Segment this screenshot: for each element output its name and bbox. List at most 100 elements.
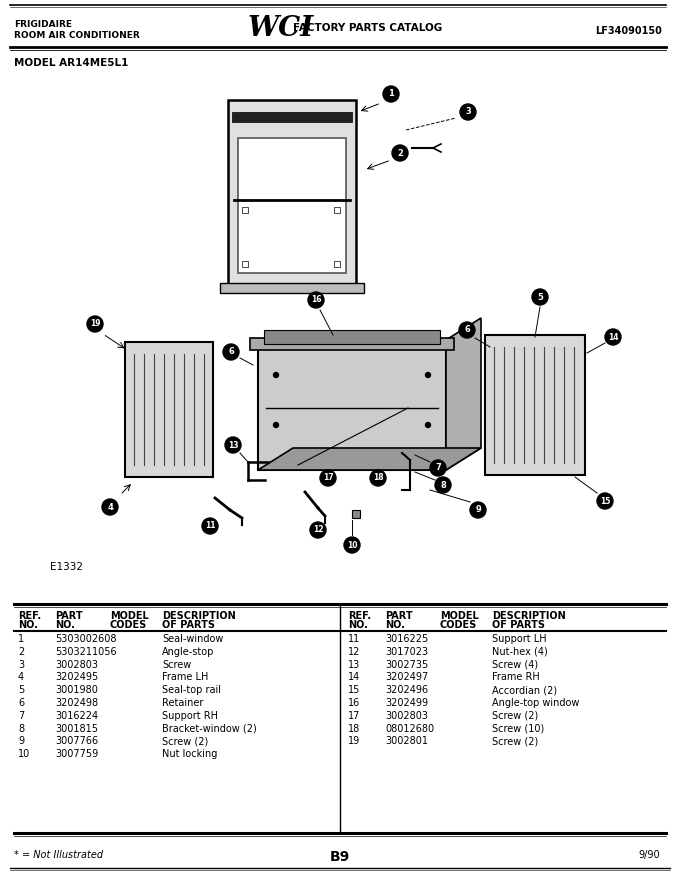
Text: NO.: NO. (55, 620, 75, 630)
Text: MODEL: MODEL (110, 611, 149, 621)
Text: Bracket-window (2): Bracket-window (2) (162, 723, 257, 734)
Text: 19: 19 (90, 319, 100, 328)
Text: 10: 10 (18, 749, 30, 759)
Text: 3016225: 3016225 (385, 634, 428, 644)
Text: 5303002608: 5303002608 (55, 634, 116, 644)
Circle shape (225, 437, 241, 453)
Circle shape (435, 477, 451, 493)
Text: CODES: CODES (110, 620, 148, 630)
Bar (334, 207, 340, 213)
Circle shape (460, 104, 476, 120)
Text: 3202498: 3202498 (55, 698, 98, 708)
Circle shape (392, 145, 408, 161)
Text: B9: B9 (330, 850, 350, 864)
Circle shape (532, 289, 548, 305)
Text: 4: 4 (18, 672, 24, 683)
Text: 7: 7 (18, 711, 24, 721)
Text: 11: 11 (205, 521, 216, 530)
Text: 4: 4 (107, 503, 113, 512)
Bar (228, 100, 356, 285)
Text: 18: 18 (373, 474, 384, 482)
Text: Screw (2): Screw (2) (492, 736, 539, 746)
Bar (242, 207, 248, 213)
Polygon shape (446, 318, 481, 470)
Text: PART: PART (385, 611, 413, 621)
Text: 6: 6 (464, 325, 470, 334)
Text: PART: PART (55, 611, 83, 621)
Circle shape (370, 470, 386, 486)
Text: 3202495: 3202495 (55, 672, 98, 683)
Text: 3: 3 (465, 108, 471, 116)
Text: Screw (10): Screw (10) (492, 723, 544, 734)
Text: WCI: WCI (248, 14, 314, 41)
Text: Frame RH: Frame RH (492, 672, 540, 683)
Circle shape (308, 292, 324, 308)
Text: 3002735: 3002735 (385, 660, 428, 669)
Circle shape (426, 422, 430, 428)
Text: 3202496: 3202496 (385, 685, 428, 695)
Text: 18: 18 (348, 723, 360, 734)
Circle shape (202, 518, 218, 534)
Bar (250, 338, 454, 350)
Bar (352, 510, 360, 518)
Text: Angle-stop: Angle-stop (162, 647, 214, 657)
Text: 6: 6 (18, 698, 24, 708)
Circle shape (102, 499, 118, 515)
Text: Screw: Screw (162, 660, 191, 669)
Text: Screw (2): Screw (2) (492, 711, 539, 721)
Text: 3001815: 3001815 (55, 723, 98, 734)
Text: 8: 8 (18, 723, 24, 734)
Text: 3017023: 3017023 (385, 647, 428, 657)
Circle shape (273, 422, 279, 428)
Text: Support LH: Support LH (492, 634, 547, 644)
Text: NO.: NO. (385, 620, 405, 630)
Text: 3002801: 3002801 (385, 736, 428, 746)
Text: 11: 11 (348, 634, 360, 644)
Text: 12: 12 (313, 526, 323, 534)
Circle shape (320, 470, 336, 486)
Text: 7: 7 (435, 464, 441, 473)
Text: 3002803: 3002803 (55, 660, 98, 669)
Text: Screw (4): Screw (4) (492, 660, 538, 669)
Text: Angle-top window: Angle-top window (492, 698, 579, 708)
Circle shape (87, 316, 103, 332)
Circle shape (597, 493, 613, 509)
Bar (220, 283, 364, 293)
Text: 8: 8 (440, 481, 446, 490)
Text: 3007766: 3007766 (55, 736, 98, 746)
Circle shape (605, 329, 621, 345)
Bar (258, 340, 446, 470)
Text: 3007759: 3007759 (55, 749, 98, 759)
Text: 9: 9 (475, 505, 481, 514)
Text: 2: 2 (18, 647, 24, 657)
Text: MODEL: MODEL (440, 611, 479, 621)
Text: NO.: NO. (348, 620, 368, 630)
Text: 1: 1 (18, 634, 24, 644)
Text: 15: 15 (348, 685, 360, 695)
Bar (232, 112, 352, 122)
Text: Retainer: Retainer (162, 698, 203, 708)
Text: OF PARTS: OF PARTS (162, 620, 215, 630)
Text: Nut-hex (4): Nut-hex (4) (492, 647, 548, 657)
Text: 6: 6 (228, 348, 234, 356)
Circle shape (470, 502, 486, 518)
Text: 3: 3 (18, 660, 24, 669)
Text: 2: 2 (397, 148, 403, 158)
Text: 14: 14 (608, 333, 618, 341)
Text: 5: 5 (18, 685, 24, 695)
Circle shape (430, 460, 446, 476)
Circle shape (310, 522, 326, 538)
Text: ROOM AIR CONDITIONER: ROOM AIR CONDITIONER (14, 31, 140, 40)
Text: Seal-window: Seal-window (162, 634, 223, 644)
Text: 3202497: 3202497 (385, 672, 428, 683)
Text: FACTORY PARTS CATALOG: FACTORY PARTS CATALOG (293, 23, 442, 33)
Bar (125, 342, 213, 477)
Text: Seal-top rail: Seal-top rail (162, 685, 221, 695)
Text: 19: 19 (348, 736, 360, 746)
Text: 13: 13 (348, 660, 360, 669)
Text: 16: 16 (348, 698, 360, 708)
Text: 9/90: 9/90 (639, 850, 660, 860)
Bar (334, 261, 340, 267)
Text: * = Not Illustrated: * = Not Illustrated (14, 850, 103, 860)
Text: Nut locking: Nut locking (162, 749, 218, 759)
